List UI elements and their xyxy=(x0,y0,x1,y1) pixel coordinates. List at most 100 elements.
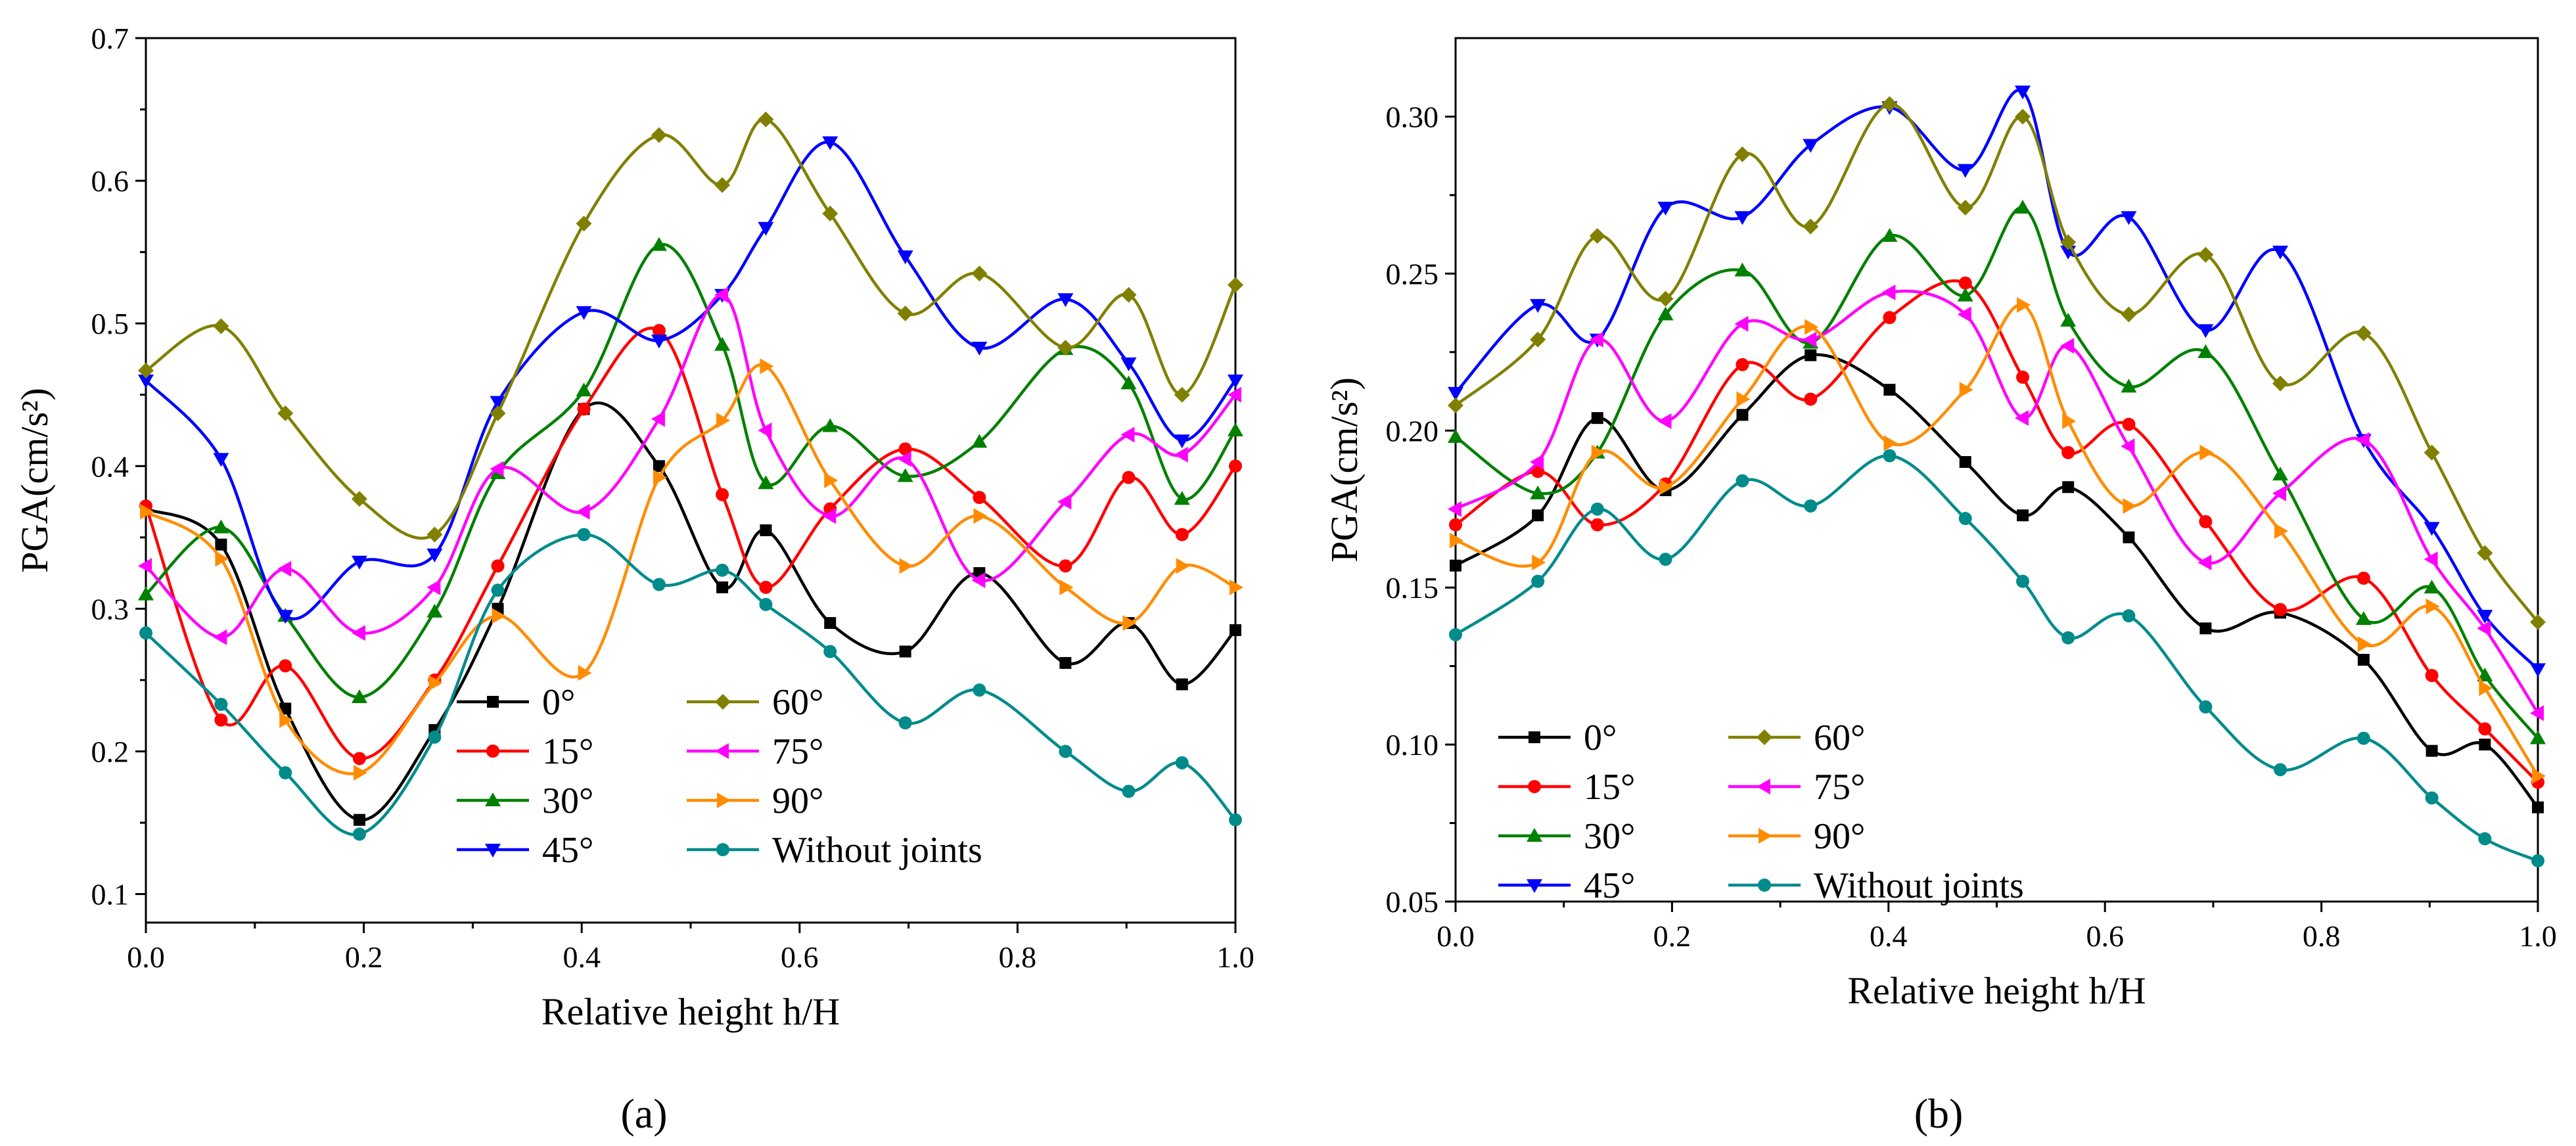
data-point xyxy=(2274,763,2288,777)
data-point xyxy=(351,555,367,570)
data-point xyxy=(138,362,154,378)
data-point xyxy=(2199,700,2213,714)
data-point xyxy=(215,551,229,567)
data-point xyxy=(1736,391,1751,407)
data-point xyxy=(1057,493,1072,510)
data-point xyxy=(760,358,774,375)
data-point xyxy=(653,460,665,472)
data-point xyxy=(2424,580,2440,594)
data-point xyxy=(2123,497,2137,514)
data-point xyxy=(2062,481,2075,493)
x-tick-label: 0.6 xyxy=(781,940,819,974)
data-point xyxy=(2015,200,2031,214)
legend-label: Without joints xyxy=(1814,865,2024,906)
data-point xyxy=(714,177,731,193)
data-point xyxy=(897,305,913,321)
data-point xyxy=(758,221,774,236)
data-point xyxy=(1657,306,1674,321)
y-tick-label: 0.25 xyxy=(1386,257,1439,290)
data-point xyxy=(1803,218,1819,235)
data-point xyxy=(426,548,443,562)
data-point xyxy=(492,608,506,624)
data-point xyxy=(971,265,988,282)
data-point xyxy=(2121,438,2135,455)
data-point xyxy=(351,625,365,641)
data-point xyxy=(2017,297,2031,313)
series-line xyxy=(1454,88,2539,670)
x-tick-label: 0.2 xyxy=(345,940,383,974)
data-point xyxy=(898,442,912,456)
legend-swatch-marker xyxy=(1527,828,1542,842)
data-point xyxy=(759,597,773,611)
data-point xyxy=(1883,384,1896,396)
data-point xyxy=(576,382,592,397)
y-tick-label: 0.15 xyxy=(1386,571,1439,605)
legend-swatch-marker xyxy=(715,694,731,710)
legend-swatch-marker xyxy=(715,743,729,759)
legend-swatch-marker xyxy=(485,792,501,806)
data-point xyxy=(2016,574,2030,588)
data-point xyxy=(351,689,367,703)
data-point xyxy=(2426,745,2438,757)
legend-label: 15° xyxy=(1584,767,1635,808)
data-point xyxy=(651,411,665,427)
data-point xyxy=(2272,485,2287,501)
data-point xyxy=(1804,392,1818,406)
data-point xyxy=(2355,610,2372,625)
data-point xyxy=(1228,277,1243,293)
data-point xyxy=(824,472,839,488)
data-point xyxy=(2477,545,2493,561)
data-point xyxy=(2355,325,2372,342)
data-point xyxy=(353,765,367,781)
data-point xyxy=(2060,338,2075,354)
data-point xyxy=(716,563,729,577)
legend-label: 0° xyxy=(1584,718,1617,758)
data-point xyxy=(2477,620,2491,637)
data-point xyxy=(352,827,366,841)
data-point xyxy=(139,626,152,640)
data-point xyxy=(2425,668,2439,682)
data-point xyxy=(1958,512,1972,526)
data-point xyxy=(214,697,228,711)
series-line xyxy=(145,533,1237,837)
data-point xyxy=(576,216,592,232)
data-point xyxy=(2532,768,2546,784)
data-point xyxy=(760,524,772,536)
data-point xyxy=(1736,357,1749,371)
series-line xyxy=(1454,103,2539,624)
data-point xyxy=(1805,319,1819,335)
data-point xyxy=(2197,246,2214,263)
x-axis-label: Relative height h/H xyxy=(541,990,840,1033)
series-15- xyxy=(1449,276,2544,789)
chart-panel-a: 0.0 0.2 0.4 0.6 0.8 1.0 0.1 0.2 0.3 0.4 0.5 0.6 0.7 R… xyxy=(13,22,1254,1033)
y-tick-label: 0.5 xyxy=(91,307,129,340)
data-point xyxy=(2425,791,2439,805)
legend-label: Without joints xyxy=(772,830,982,871)
legend-label: 75° xyxy=(1814,767,1865,808)
y-tick-label: 0.20 xyxy=(1386,414,1439,447)
data-point xyxy=(138,586,154,601)
series-45- xyxy=(1448,85,2546,677)
data-point xyxy=(1881,228,1898,242)
data-point xyxy=(2426,598,2440,614)
data-point xyxy=(1230,624,1241,636)
data-point xyxy=(2016,371,2030,384)
data-point xyxy=(1736,474,1749,488)
data-point xyxy=(822,206,839,222)
series-line xyxy=(145,118,1237,540)
data-point xyxy=(1228,386,1241,403)
y-tick-label: 0.2 xyxy=(91,735,129,768)
data-point xyxy=(491,559,505,573)
x-tick-label: 1.0 xyxy=(2519,919,2557,953)
data-point xyxy=(759,580,773,594)
data-point xyxy=(1120,375,1137,390)
data-point xyxy=(651,127,667,143)
legend-swatch-marker xyxy=(1757,729,1772,745)
data-point xyxy=(1530,454,1544,470)
data-point xyxy=(277,610,294,624)
x-tick-label: 0.0 xyxy=(127,940,165,974)
legend-swatch-marker xyxy=(717,792,731,808)
data-point xyxy=(1657,413,1672,429)
y-tick-label: 0.10 xyxy=(1386,728,1439,762)
data-point xyxy=(1883,311,1897,325)
